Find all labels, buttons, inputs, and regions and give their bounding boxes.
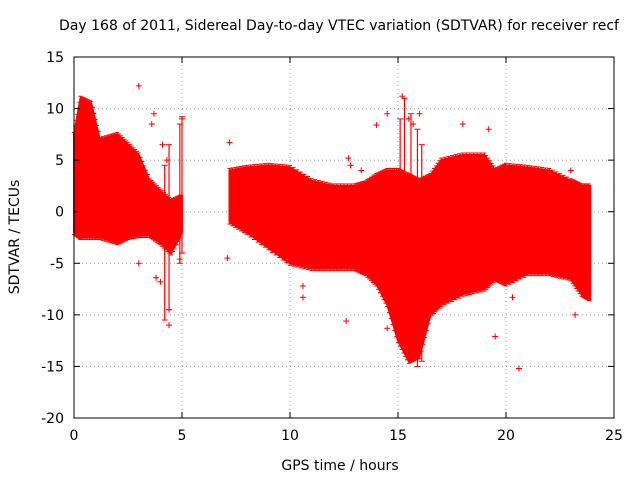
data-point (572, 311, 579, 318)
data-point (299, 294, 306, 301)
data-point (358, 167, 365, 174)
data-point (384, 110, 391, 117)
y-tick-label: -20 (41, 411, 64, 427)
x-tick-label: 0 (70, 428, 79, 444)
data-point (150, 110, 157, 117)
data-point (157, 278, 164, 285)
data-layer (72, 82, 592, 372)
data-point (492, 333, 499, 340)
chart-title: Day 168 of 2011, Sidereal Day-to-day VTE… (59, 18, 620, 34)
data-point (345, 155, 352, 162)
data-point (176, 256, 183, 263)
x-axis-label: GPS time / hours (281, 458, 398, 474)
data-point (485, 126, 492, 133)
data-point (163, 157, 170, 164)
y-tick-label: -5 (50, 256, 64, 272)
data-point (166, 306, 173, 313)
y-axis-label: SDTVAR / TECUs (7, 180, 23, 295)
data-point (405, 115, 412, 122)
data-point (373, 122, 380, 129)
y-tick-label: -10 (41, 308, 64, 324)
data-point (343, 318, 350, 325)
x-tick-label: 20 (497, 428, 515, 444)
data-point (135, 82, 142, 89)
x-tick-label: 25 (605, 428, 623, 444)
data-point (515, 365, 522, 372)
data-point (135, 260, 142, 267)
data-point (153, 274, 160, 281)
data-point (148, 121, 155, 128)
data-point (567, 167, 574, 174)
y-tick-label: -15 (41, 359, 64, 375)
y-tick-label: 15 (46, 50, 64, 66)
data-point (410, 121, 417, 128)
data-point (509, 294, 516, 301)
tick-layer: 0 5 10 15 20 25 -20 -15 -10 -5 0 5 10 15 (41, 50, 623, 444)
data-point (159, 141, 166, 148)
x-tick-label: 15 (389, 428, 407, 444)
data-band (228, 154, 592, 363)
data-point (166, 322, 173, 329)
y-tick-label: 10 (46, 102, 64, 118)
data-point (399, 93, 406, 100)
x-tick-label: 10 (281, 428, 299, 444)
data-point (384, 325, 391, 332)
data-point (179, 115, 185, 122)
x-tick-label: 5 (178, 428, 187, 444)
y-tick-label: 0 (55, 205, 64, 221)
data-point (299, 282, 306, 289)
plot-frame (73, 56, 615, 419)
data-point (224, 255, 231, 262)
data-point (347, 162, 354, 169)
y-tick-label: 5 (55, 153, 64, 169)
data-point (226, 139, 233, 146)
data-point (416, 110, 423, 117)
data-point (459, 121, 466, 128)
